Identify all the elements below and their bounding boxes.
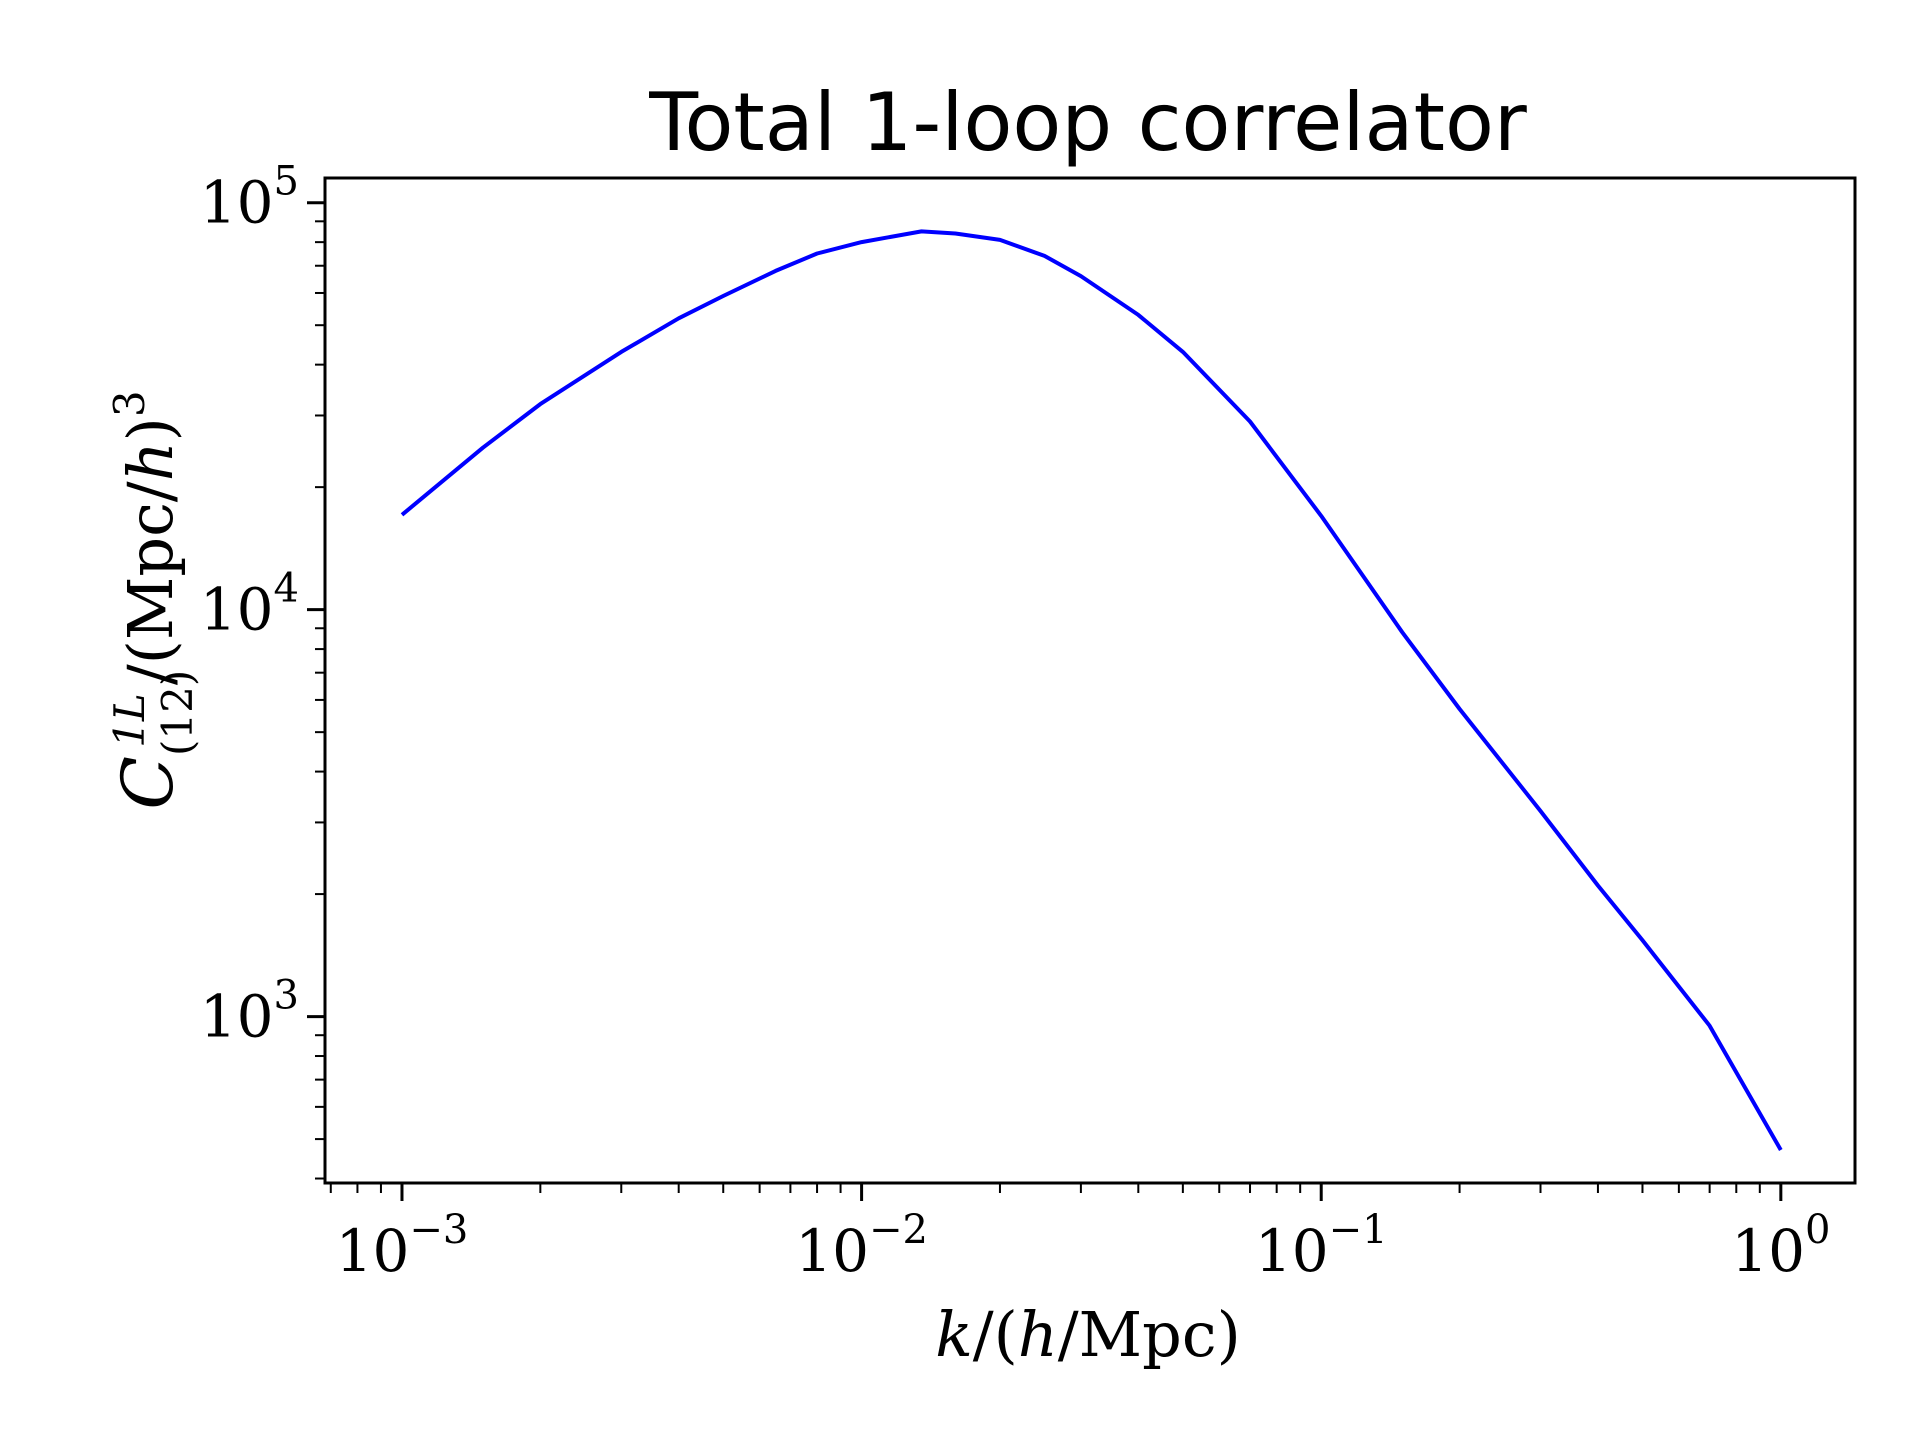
- series-line-0: [400, 229, 1783, 1151]
- y-minor-ticks: [315, 220, 325, 1180]
- x-tick-label: 10−3: [336, 1207, 469, 1285]
- plot-area-frame: [323, 176, 1857, 1185]
- y-tick-label: 105: [200, 159, 299, 237]
- svg-text:C(12)1L/(Mpc/h)3: C(12)1L/(Mpc/h)3: [105, 390, 202, 809]
- x-axis-label: k/(h/Mpc): [935, 1298, 1241, 1371]
- x-tick-label: 10−1: [1255, 1207, 1388, 1285]
- y-axis-label: C(12)1L/(Mpc/h)3: [105, 390, 202, 809]
- x-tick-label: 10−2: [795, 1207, 928, 1285]
- series-layer: [400, 229, 1783, 1151]
- y-tick-label: 104: [200, 566, 299, 644]
- chart-title: Total 1-loop correlator: [648, 76, 1527, 169]
- major-ticks: 10−3 10−2 10−1 100 103 104 105: [200, 159, 1831, 1285]
- x-minor-ticks: [329, 1183, 1761, 1193]
- x-tick-label: 100: [1731, 1207, 1830, 1285]
- y-tick-label: 103: [200, 973, 299, 1051]
